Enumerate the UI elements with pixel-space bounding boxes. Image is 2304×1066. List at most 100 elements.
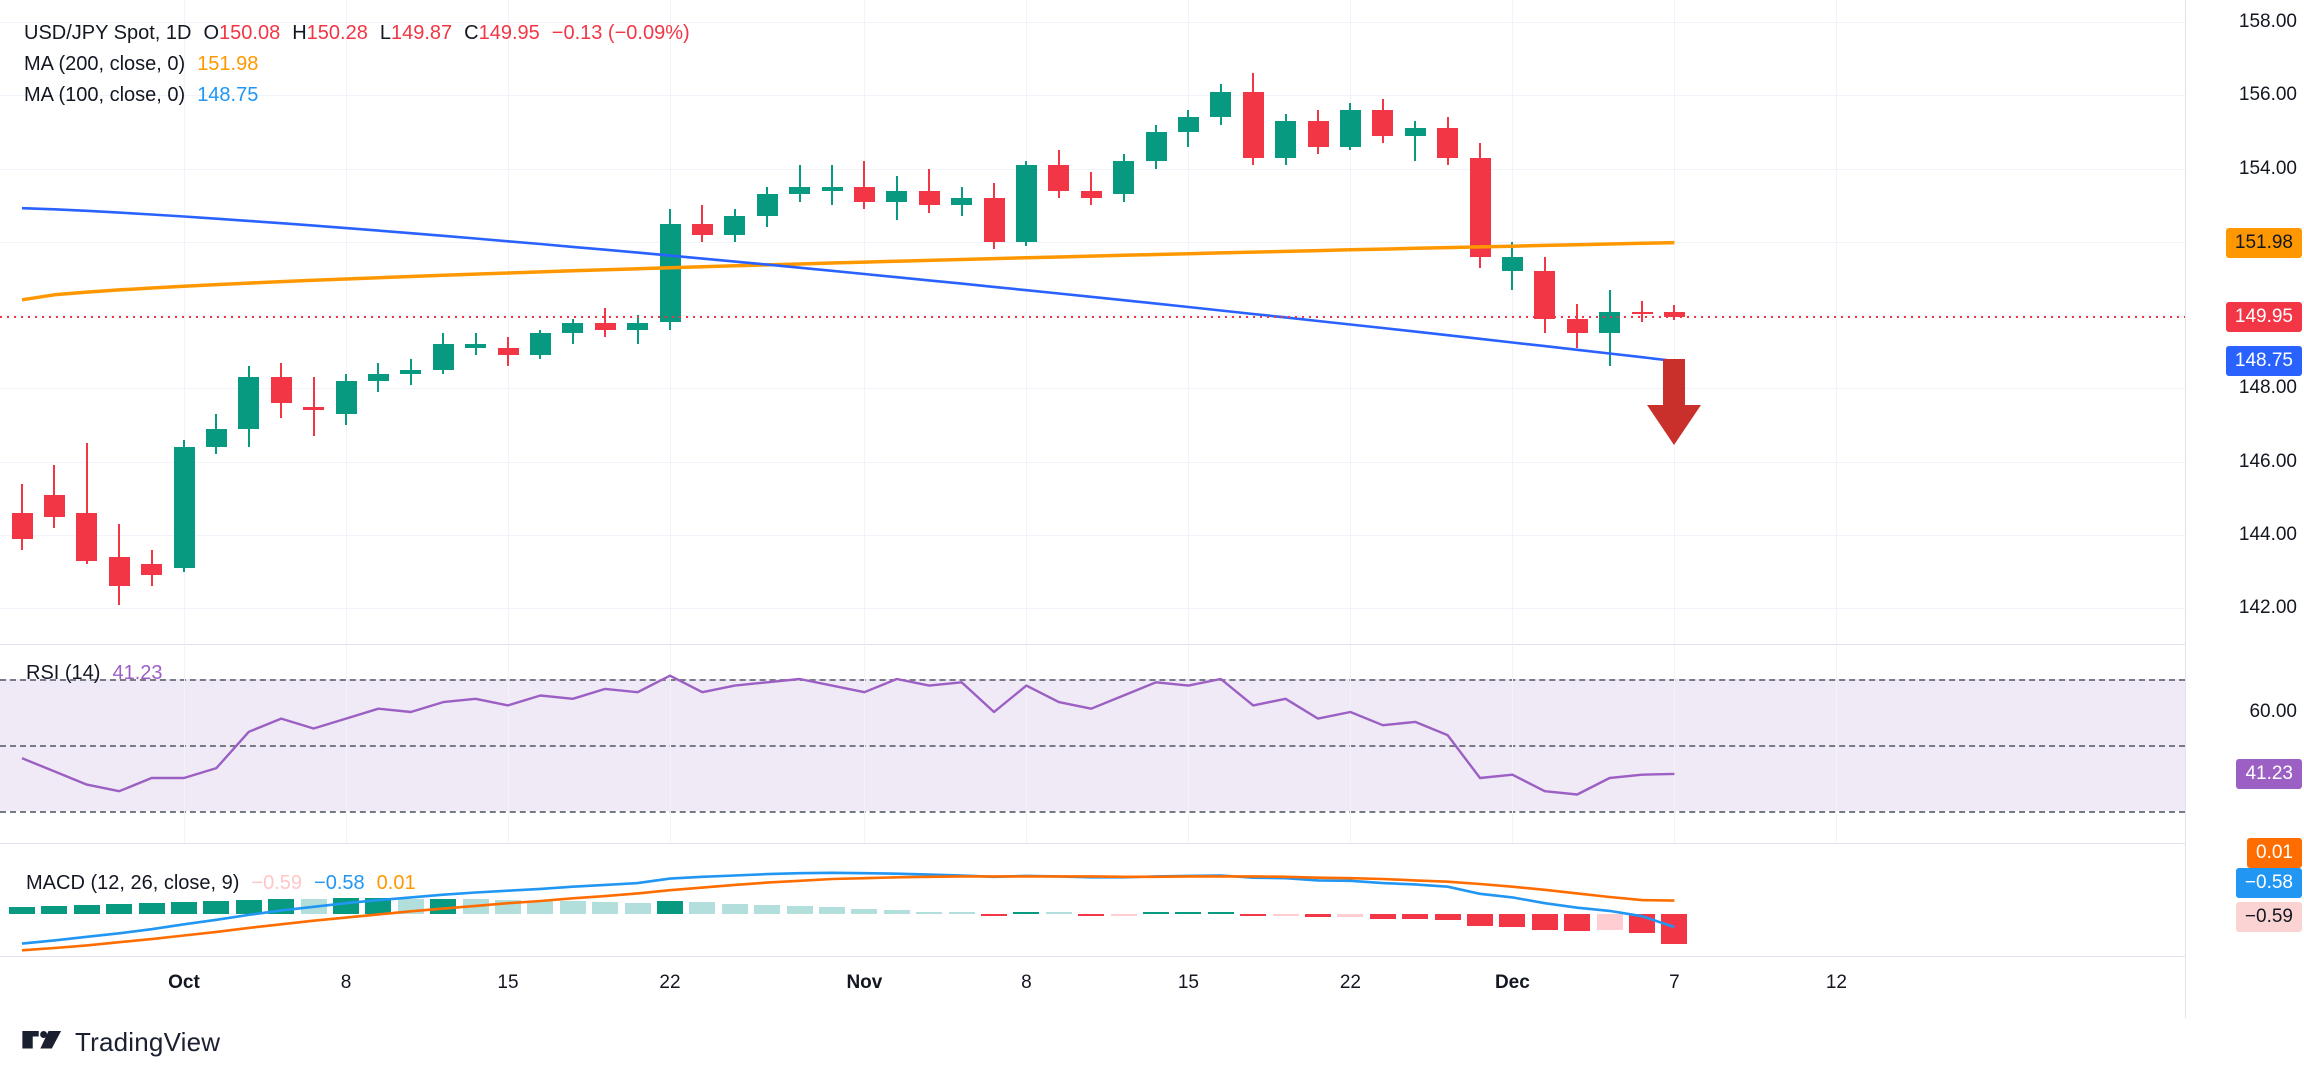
gridline-v bbox=[1512, 0, 1514, 644]
candle-wick bbox=[1414, 120, 1417, 162]
candle-wick bbox=[1090, 172, 1093, 206]
candle-body bbox=[432, 344, 454, 371]
price-tick-label: 156.00 bbox=[2238, 84, 2297, 106]
gridline-h bbox=[0, 95, 2185, 97]
time-tick-label: 22 bbox=[659, 972, 681, 993]
candle-wick bbox=[701, 205, 704, 242]
candle-body bbox=[11, 513, 33, 539]
gridline-v bbox=[1026, 0, 1028, 644]
candle bbox=[1372, 0, 1394, 645]
price-legend: USD/JPY Spot, 1D O150.08 H150.28 L149.87 C14… bbox=[24, 18, 690, 111]
macd-histogram-bar bbox=[592, 901, 619, 915]
candle-body bbox=[756, 194, 778, 217]
macd-histogram-bar bbox=[1110, 914, 1137, 917]
gridline-v bbox=[1512, 646, 1514, 843]
gridline-h bbox=[0, 241, 2185, 243]
macd-histogram-bar bbox=[1434, 914, 1461, 921]
rsi-value-tag[interactable]: 41.23 bbox=[2236, 758, 2302, 789]
time-tick-label: 12 bbox=[1825, 972, 1847, 993]
candle bbox=[108, 0, 130, 645]
candle-body bbox=[1177, 117, 1199, 132]
gridline-v bbox=[1350, 646, 1352, 843]
time-tick-label: 15 bbox=[1177, 972, 1199, 993]
candle-body bbox=[303, 406, 325, 411]
macd-histogram-bar bbox=[1013, 912, 1040, 915]
price-pane[interactable]: USD/JPY Spot, 1D O150.08 H150.28 L149.87 C14… bbox=[0, 0, 2185, 645]
macd-signal-tag[interactable]: 0.01 bbox=[2247, 838, 2302, 868]
candle-body bbox=[1631, 311, 1653, 314]
candle bbox=[918, 0, 940, 645]
ma100-legend-row[interactable]: MA (100, close, 0) 148.75 bbox=[24, 80, 690, 111]
tradingview-logo[interactable]: TradingView bbox=[22, 1027, 220, 1058]
tradingview-mark-icon bbox=[22, 1030, 62, 1048]
close-value: 149.95 bbox=[478, 22, 540, 44]
symbol-title[interactable]: USD/JPY Spot, 1D bbox=[24, 22, 192, 44]
candle-body bbox=[1372, 109, 1394, 136]
time-axis[interactable]: Oct 8 15 22 Nov 8 15 22 Dec 7 12 bbox=[0, 958, 2185, 1019]
candle bbox=[1631, 0, 1653, 645]
price-tick-label: 154.00 bbox=[2238, 157, 2297, 179]
gridline-h bbox=[0, 388, 2185, 390]
candle bbox=[886, 0, 908, 645]
candle-body bbox=[1437, 128, 1459, 158]
gridline-v bbox=[1026, 646, 1028, 843]
candle-body bbox=[400, 370, 422, 374]
candle-wick bbox=[863, 161, 866, 209]
candle-body bbox=[983, 197, 1005, 242]
macd-hist-value: −0.59 bbox=[251, 872, 303, 894]
candle-body bbox=[367, 373, 389, 382]
rsi-value: 41.23 bbox=[112, 662, 163, 684]
candle-body bbox=[691, 223, 713, 235]
gridline-v bbox=[508, 0, 509, 644]
ma100-price-tag[interactable]: 148.75 bbox=[2225, 345, 2302, 376]
macd-histogram-bar bbox=[1143, 912, 1169, 915]
macd-histogram-bar bbox=[1564, 914, 1591, 931]
macd-pane[interactable] bbox=[0, 845, 2185, 957]
rsi-pane[interactable] bbox=[0, 646, 2185, 844]
price-axis[interactable]: 158.00 156.00 154.00 148.00 146.00 144.00 142.… bbox=[2185, 0, 2304, 1018]
macd-histogram-bar bbox=[1596, 914, 1623, 931]
ma200-value: 151.98 bbox=[197, 53, 259, 75]
candle bbox=[1307, 0, 1329, 645]
candle-body bbox=[465, 344, 487, 349]
time-tick-label: Oct bbox=[168, 972, 200, 993]
macd-histogram-bar bbox=[689, 902, 716, 915]
macd-histogram-bar bbox=[527, 900, 554, 915]
rsi-legend[interactable]: RSI (14) 41.23 bbox=[26, 658, 163, 689]
macd-histogram-bar bbox=[235, 899, 262, 915]
candle bbox=[43, 0, 65, 645]
candle-body bbox=[270, 377, 292, 404]
macd-legend[interactable]: MACD (12, 26, close, 9) −0.59 −0.58 0.01 bbox=[26, 868, 416, 899]
candle-wick bbox=[604, 307, 607, 338]
gridline-h bbox=[0, 461, 2185, 463]
price-tick-label: 142.00 bbox=[2238, 597, 2297, 619]
time-tick-label: Nov bbox=[846, 972, 883, 993]
time-tick-label: 15 bbox=[497, 972, 519, 993]
candle bbox=[1534, 0, 1556, 645]
ma200-price-tag[interactable]: 151.98 bbox=[2225, 227, 2302, 258]
macd-histogram-bar bbox=[1467, 914, 1493, 926]
candle bbox=[1048, 0, 1070, 645]
ma200-legend-row[interactable]: MA (200, close, 0) 151.98 bbox=[24, 49, 690, 80]
macd-line-tag[interactable]: −0.58 bbox=[2235, 868, 2302, 898]
last-price-tag[interactable]: 149.95 bbox=[2225, 302, 2302, 332]
gridline-h bbox=[0, 535, 2185, 537]
candle-body bbox=[1404, 128, 1426, 136]
candle bbox=[205, 0, 227, 645]
candle bbox=[1210, 0, 1232, 645]
candle-body bbox=[205, 428, 227, 448]
macd-histogram-bar bbox=[1272, 914, 1299, 917]
macd-hist-tag[interactable]: −0.59 bbox=[2235, 902, 2302, 932]
candle bbox=[432, 0, 454, 645]
macd-histogram-bar bbox=[851, 908, 878, 915]
candle-body bbox=[724, 216, 746, 235]
low-value: 149.87 bbox=[390, 22, 453, 44]
macd-histogram-bar bbox=[721, 903, 748, 915]
price-legend-ohlc-row: USD/JPY Spot, 1D O150.08 H150.28 L149.87 C14… bbox=[24, 18, 690, 49]
change-value: −0.13 (−0.09%) bbox=[551, 22, 690, 44]
down-arrow-annotation[interactable] bbox=[1644, 359, 1704, 449]
gridline-v bbox=[346, 646, 347, 843]
gridline-v bbox=[1836, 646, 1838, 843]
macd-histogram-bar bbox=[203, 900, 230, 915]
